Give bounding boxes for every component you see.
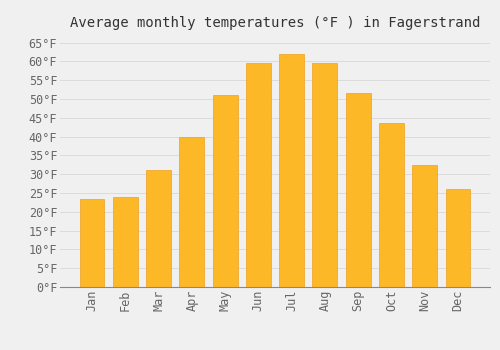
Bar [279, 54, 304, 287]
Bar [180, 136, 204, 287]
Bar [80, 198, 104, 287]
Bar [246, 63, 271, 287]
Bar [146, 170, 171, 287]
Bar [312, 63, 338, 287]
Bar [113, 197, 138, 287]
Bar [346, 93, 370, 287]
Bar [412, 165, 437, 287]
Bar [379, 124, 404, 287]
Title: Average monthly temperatures (°F ) in Fagerstrand: Average monthly temperatures (°F ) in Fa… [70, 16, 480, 30]
Bar [446, 189, 470, 287]
Bar [212, 95, 238, 287]
